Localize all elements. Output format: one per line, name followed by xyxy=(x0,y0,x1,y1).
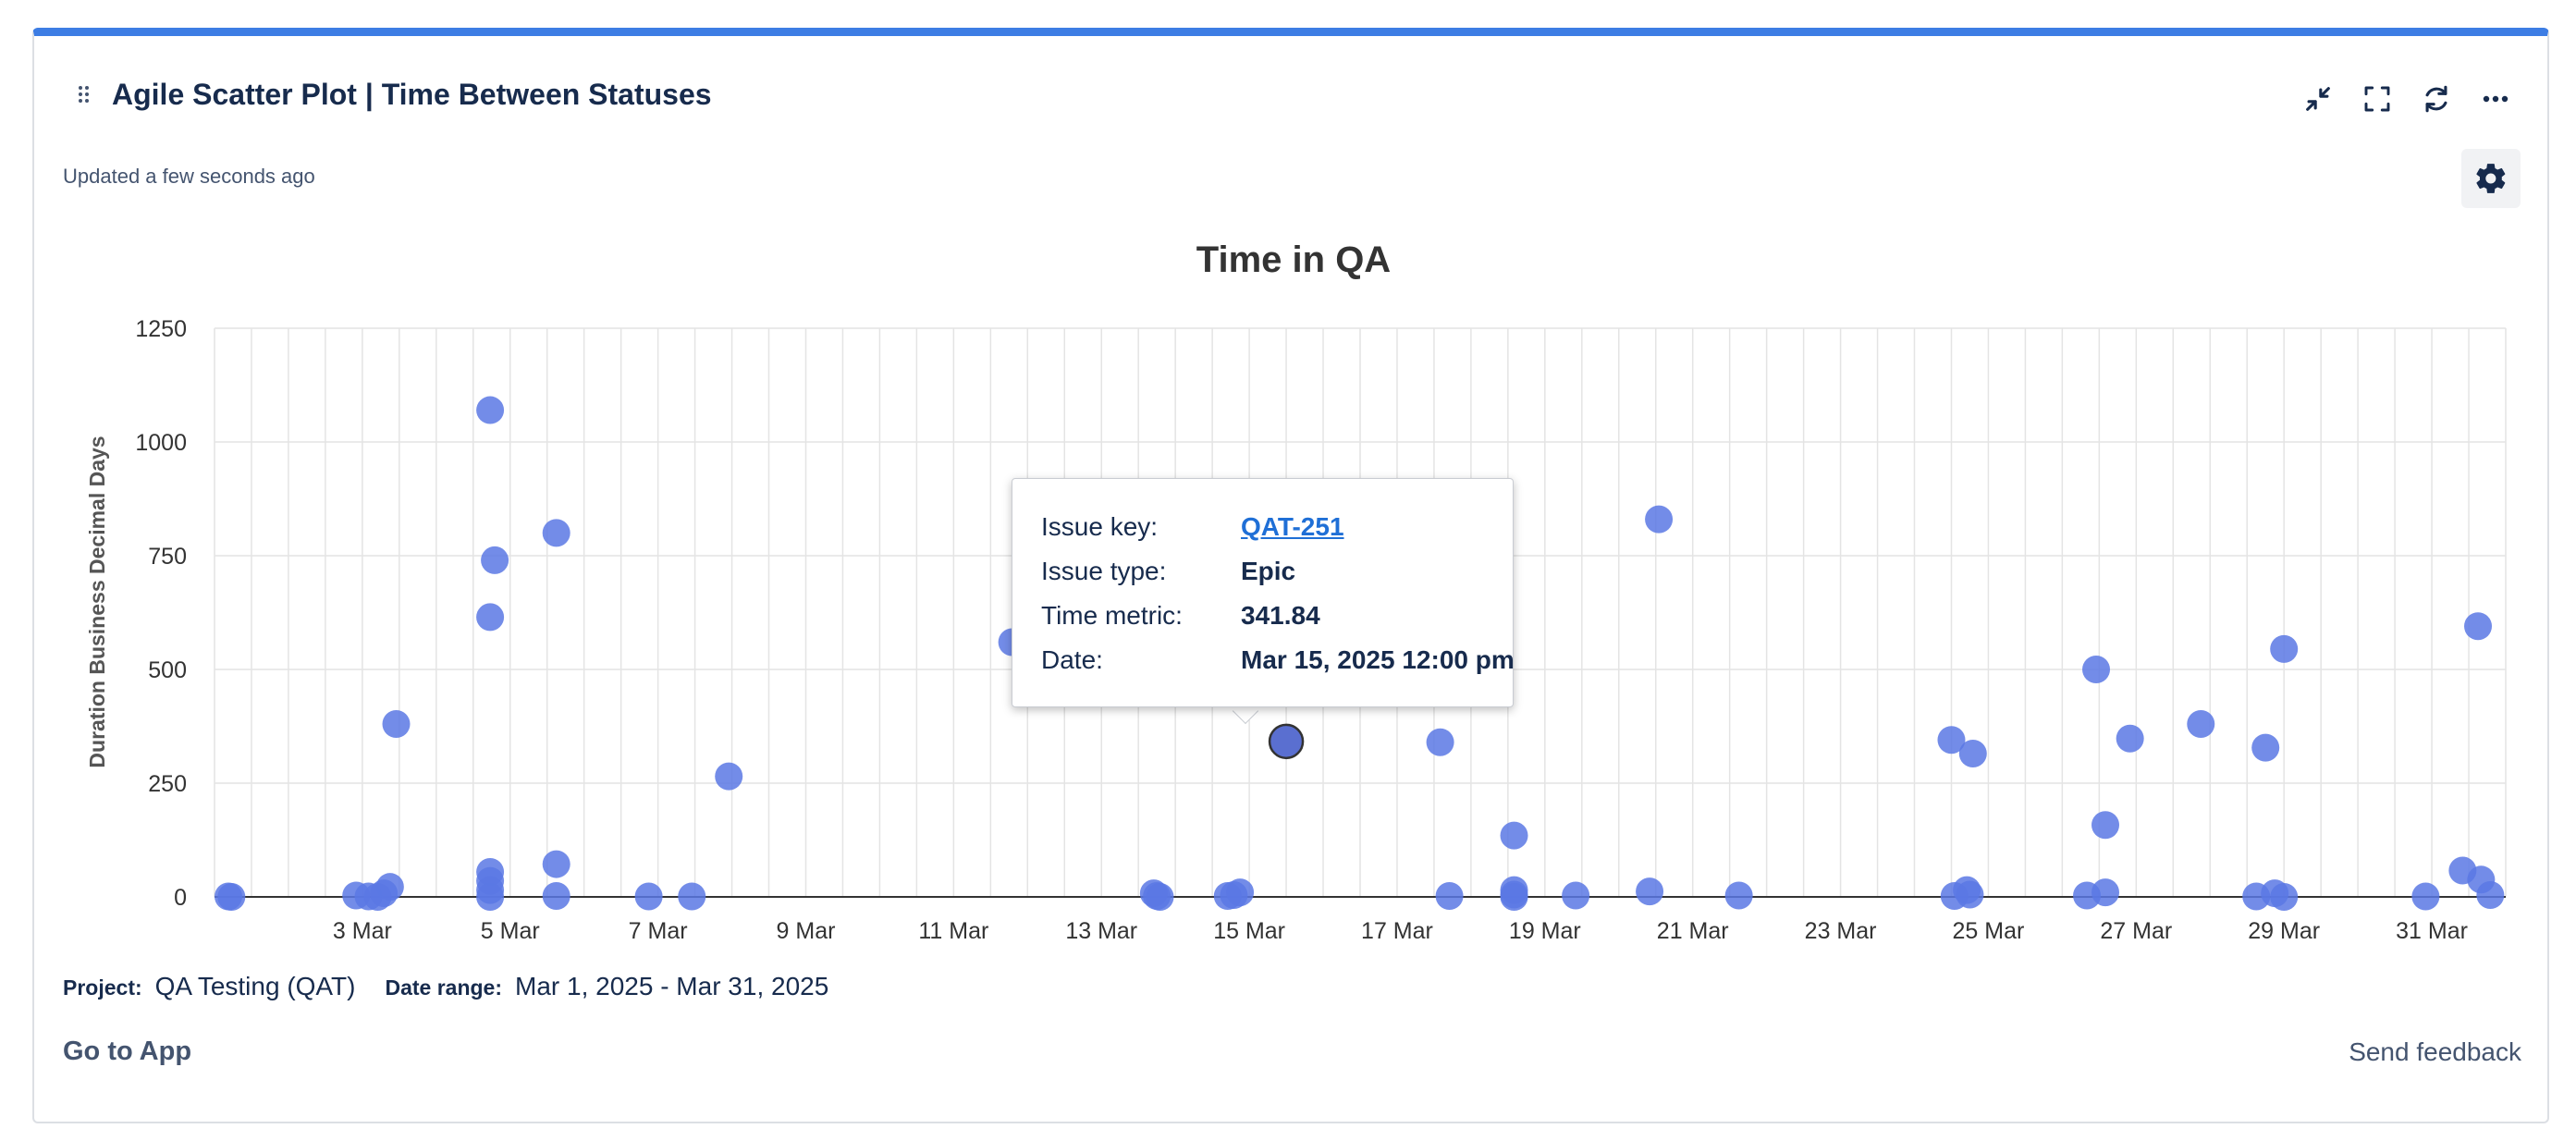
scatter-point[interactable] xyxy=(715,762,743,791)
x-tick-label: 21 Mar xyxy=(1657,918,1729,944)
chart-title: Time in QA xyxy=(1196,239,1391,280)
gadget-card: Agile Scatter Plot | Time Between Status… xyxy=(32,28,2549,1123)
x-tick-label: 7 Mar xyxy=(629,918,688,944)
y-tick-label: 1250 xyxy=(135,316,187,342)
x-tick-label: 3 Mar xyxy=(333,918,392,944)
point-tooltip: Issue key: QAT-251 Issue type: Epic Time… xyxy=(1012,478,1515,707)
gear-icon xyxy=(2476,164,2506,193)
issue-key-link[interactable]: QAT-251 xyxy=(1241,512,1344,541)
more-icon xyxy=(2483,95,2509,103)
scatter-point[interactable] xyxy=(542,519,570,547)
scatter-point[interactable] xyxy=(2476,881,2505,910)
tooltip-date-label: Date: xyxy=(1041,645,1103,674)
y-tick-label: 1000 xyxy=(135,430,187,456)
x-tick-label: 19 Mar xyxy=(1509,918,1581,944)
x-tick-label: 29 Mar xyxy=(2248,918,2320,944)
scatter-point[interactable] xyxy=(476,396,505,424)
scatter-point[interactable] xyxy=(1937,726,1966,755)
fullscreen-icon xyxy=(2364,86,2390,112)
y-tick-label: 250 xyxy=(148,771,187,797)
filter-summary: Project: QA Testing (QAT) Date range: Ma… xyxy=(63,972,858,1001)
date-range-label: Date range: xyxy=(385,975,502,1000)
scatter-point[interactable] xyxy=(382,710,411,739)
scatter-point[interactable] xyxy=(1636,877,1664,906)
scatter-point[interactable] xyxy=(1958,740,1987,768)
highlighted-point[interactable] xyxy=(1268,723,1305,760)
gadget-title: Agile Scatter Plot | Time Between Status… xyxy=(112,78,712,111)
tooltip-time-metric-label: Time metric: xyxy=(1041,601,1183,630)
scatter-point[interactable] xyxy=(1645,505,1674,534)
scatter-point[interactable] xyxy=(542,850,570,878)
tooltip-time-metric-row: Time metric: 341.84 xyxy=(1041,601,1320,631)
drag-handle-icon[interactable] xyxy=(77,84,92,104)
x-tick-label: 15 Mar xyxy=(1213,918,1285,944)
tooltip-date-value: Mar 15, 2025 12:00 pm xyxy=(1241,645,1515,674)
fullscreen-button[interactable] xyxy=(2351,73,2403,125)
tooltip-issue-type-value: Epic xyxy=(1241,557,1296,585)
more-button[interactable] xyxy=(2470,73,2521,125)
scatter-chart: Time in QA Duration Business Decimal Day… xyxy=(34,36,2551,1132)
y-tick-label: 500 xyxy=(148,657,187,683)
scatter-point[interactable] xyxy=(2082,656,2111,683)
scatter-point[interactable] xyxy=(1226,878,1255,907)
project-label: Project: xyxy=(63,975,142,1000)
refresh-button[interactable] xyxy=(2410,73,2462,125)
x-tick-label: 31 Mar xyxy=(2396,918,2468,944)
minimize-button[interactable] xyxy=(2292,73,2344,125)
tooltip-issue-type-label: Issue type: xyxy=(1041,557,1167,585)
scatter-point[interactable] xyxy=(481,546,509,574)
tooltip-issue-key-label: Issue key: xyxy=(1041,512,1159,541)
refresh-icon xyxy=(2425,85,2447,113)
scatter-point[interactable] xyxy=(2411,882,2440,911)
scatter-point[interactable] xyxy=(1435,882,1464,911)
y-tick-label: 0 xyxy=(174,885,187,911)
scatter-point[interactable] xyxy=(634,882,663,911)
x-tick-label: 5 Mar xyxy=(481,918,540,944)
x-tick-label: 23 Mar xyxy=(1805,918,1877,944)
scatter-point[interactable] xyxy=(2116,724,2144,753)
scatter-point[interactable] xyxy=(476,603,505,632)
scatter-point[interactable] xyxy=(2251,733,2280,762)
scatter-point[interactable] xyxy=(1500,821,1528,850)
scatter-point[interactable] xyxy=(2464,612,2493,641)
scatter-point[interactable] xyxy=(1146,883,1174,911)
project-value: QA Testing (QAT) xyxy=(154,972,356,1000)
y-axis-label: Duration Business Decimal Days xyxy=(85,436,109,767)
scatter-point[interactable] xyxy=(375,873,404,902)
scatter-point[interactable] xyxy=(2091,811,2120,840)
scatter-point[interactable] xyxy=(1956,880,1984,909)
scatter-point[interactable] xyxy=(1426,728,1454,756)
scatter-point[interactable] xyxy=(1500,883,1528,911)
scatter-point[interactable] xyxy=(542,882,570,911)
scatter-point[interactable] xyxy=(1724,881,1753,910)
scatter-point[interactable] xyxy=(1562,881,1590,910)
date-range-value: Mar 1, 2025 - Mar 31, 2025 xyxy=(515,972,829,1000)
scatter-point[interactable] xyxy=(2187,710,2215,739)
go-to-app-link[interactable]: Go to App xyxy=(63,1037,192,1066)
x-tick-label: 27 Mar xyxy=(2100,918,2172,944)
x-tick-label: 11 Mar xyxy=(918,918,988,944)
scatter-point[interactable] xyxy=(476,883,505,911)
scatter-point[interactable] xyxy=(678,882,706,911)
updated-timestamp: Updated a few seconds ago xyxy=(63,165,315,188)
tooltip-date-row: Date: Mar 15, 2025 12:00 pm xyxy=(1041,645,1515,675)
scatter-point[interactable] xyxy=(2270,634,2299,663)
minimize-icon xyxy=(2306,87,2330,111)
scatter-chart-svg: Time in QA Duration Business Decimal Day… xyxy=(85,239,2507,944)
settings-button[interactable] xyxy=(2461,149,2521,208)
tooltip-issue-type-row: Issue type: Epic xyxy=(1041,557,1295,586)
x-tick-label: 25 Mar xyxy=(1953,918,2025,944)
x-tick-label: 13 Mar xyxy=(1065,918,1137,944)
scatter-point[interactable] xyxy=(2091,878,2120,907)
y-tick-label: 750 xyxy=(148,544,187,570)
tooltip-time-metric-value: 341.84 xyxy=(1241,601,1320,630)
x-tick-label: 9 Mar xyxy=(777,918,836,944)
scatter-point[interactable] xyxy=(217,883,246,911)
scatter-point[interactable] xyxy=(2270,883,2299,911)
x-tick-label: 17 Mar xyxy=(1361,918,1433,944)
send-feedback-link[interactable]: Send feedback xyxy=(2349,1037,2521,1066)
tooltip-issue-key-row: Issue key: QAT-251 xyxy=(1041,512,1344,542)
